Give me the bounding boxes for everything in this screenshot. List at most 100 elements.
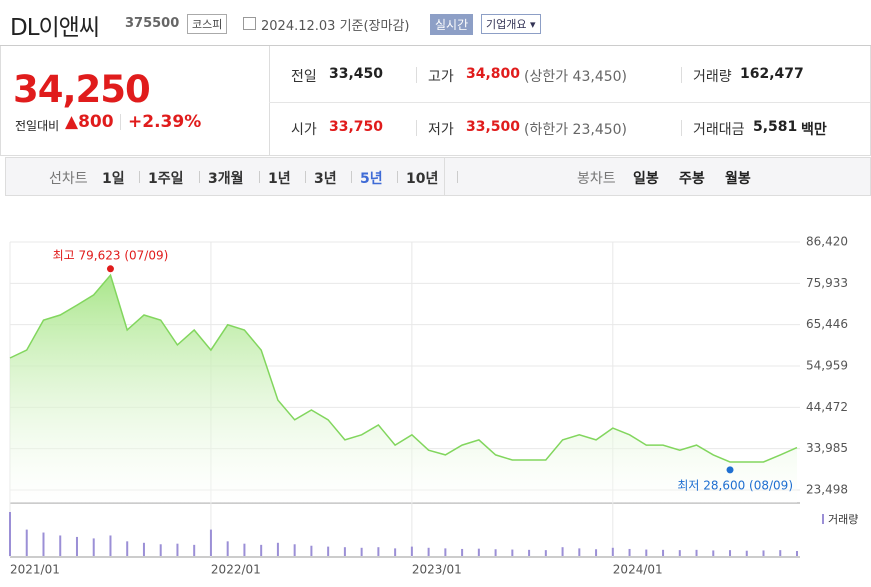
volume-bar [779,550,782,556]
volume-bar [511,549,514,556]
legend-label: 거래량 [828,513,858,526]
volume-bar [628,548,631,556]
volume-bar [678,550,681,556]
price-area [10,275,797,503]
volume-bar [126,541,129,556]
candle-tab[interactable]: 일봉 [633,171,659,187]
candle-chart-label: 봉차트 [577,171,616,187]
volume-bar [611,547,614,556]
y-tick-label: 86,420 [806,235,848,249]
volume-bar [578,548,581,556]
volume-bar [528,549,531,556]
change: ▲800 [65,112,114,132]
company-info-label: 기업개요 [486,18,527,31]
period-tab[interactable]: 1년 [268,171,291,187]
stat-unit: 백만 [801,122,827,138]
volume-bar [193,544,196,556]
period-tab[interactable]: 3년 [314,171,337,187]
x-tick-label: 2024/01 [613,563,663,577]
volume-bar [410,546,413,556]
volume-bar [343,547,346,556]
divider [199,171,200,183]
chart: 23,498 33,985 44,472 54,959 65,446 75,933 86,4… [9,235,858,577]
stat-value: 33,750 [329,119,384,135]
change-value: 800 [78,112,114,132]
volume-bar [159,544,162,556]
volume-bar [226,541,229,556]
realtime-button[interactable]: 실시간 [430,14,474,35]
volume-bar [544,550,547,556]
volume-bar [427,547,430,556]
x-tick-label: 2021/01 [10,563,60,577]
y-tick-label: 44,472 [806,400,848,414]
period-tab[interactable]: 1일 [102,171,125,187]
candle-tab[interactable]: 월봉 [725,171,751,187]
stat-label: 거래대금 [693,122,745,138]
date: 2024.12.03 기준(장마감) [261,19,410,34]
period-tabs: 선차트 봉차트 1일 1주일 3개월 1년 3년 5년 10년 일봉 주봉 월봉 [5,157,871,196]
volume-bar [360,547,363,556]
change-rate: +2.39% [128,112,202,132]
change-label: 전일대비 [15,119,60,133]
volume-bar [25,529,28,556]
volume-bar [9,512,11,556]
stat-label: 고가 [428,69,454,85]
period-tab[interactable]: 5년 [360,171,383,187]
divider [351,171,352,183]
period-tab[interactable]: 3개월 [208,171,244,187]
stat-note: (상한가 43,450) [524,69,628,85]
volume-bar [142,542,145,556]
volume-bar [310,545,313,556]
stat-value: 34,800 [466,66,521,82]
y-tick-label: 54,959 [806,359,848,373]
volume-bar [394,548,397,556]
high-annotation: 최고 79,623 (07/09) [53,248,169,262]
volume-bar [75,536,78,556]
company-info-button[interactable]: 기업개요 ▾ [481,14,541,34]
volume-bar [243,543,246,556]
divider [416,120,417,136]
period-tab[interactable]: 1주일 [148,171,184,187]
stat-label: 거래량 [693,69,732,85]
stock-code: 375500 [125,16,180,31]
divider [416,67,417,83]
candle-tab[interactable]: 주봉 [679,171,705,187]
volume-bar [327,546,330,556]
volume-bar [59,535,62,556]
stat-label: 저가 [428,122,454,138]
volume-bar [444,548,447,556]
volume-bar [461,548,464,556]
volume-bar [377,547,380,556]
quote-panel: 34,250 전일대비 ▲800 +2.39% 전일 33,450 고가 34,800… [0,46,871,156]
y-tick-label: 75,933 [806,276,848,290]
stat-note: (하한가 23,450) [524,122,628,138]
low-annotation: 최저 28,600 (08/09) [677,478,793,492]
y-tick-label: 33,985 [806,441,848,455]
header: DL이앤씨 375500 코스피 2024.12.03 기준(장마감) 실시간 … [0,0,871,46]
volume-bar [42,532,45,556]
stat-value: 5,581 [753,119,798,135]
volume-bar [92,538,95,556]
stat-value: 33,450 [329,66,384,82]
calendar-icon [243,17,256,30]
divider [681,67,682,83]
y-tick-label: 65,446 [806,317,848,331]
divider [139,171,140,183]
y-tick-label: 23,498 [806,483,848,497]
divider [269,46,270,155]
volume-bar [276,542,279,556]
volume-bar [712,550,715,556]
stat-value: 162,477 [740,66,804,82]
stat-label: 전일 [291,69,317,85]
stat-value: 33,500 [466,119,521,135]
divider [444,158,445,195]
volume-bar [109,535,112,556]
divider [397,171,398,183]
volume-bar [695,549,698,556]
divider [681,120,682,136]
volume-bar [176,543,179,556]
divider [259,171,260,183]
volume-bar [729,550,732,556]
x-tick-label: 2022/01 [211,563,261,577]
period-tab[interactable]: 10년 [406,171,439,187]
